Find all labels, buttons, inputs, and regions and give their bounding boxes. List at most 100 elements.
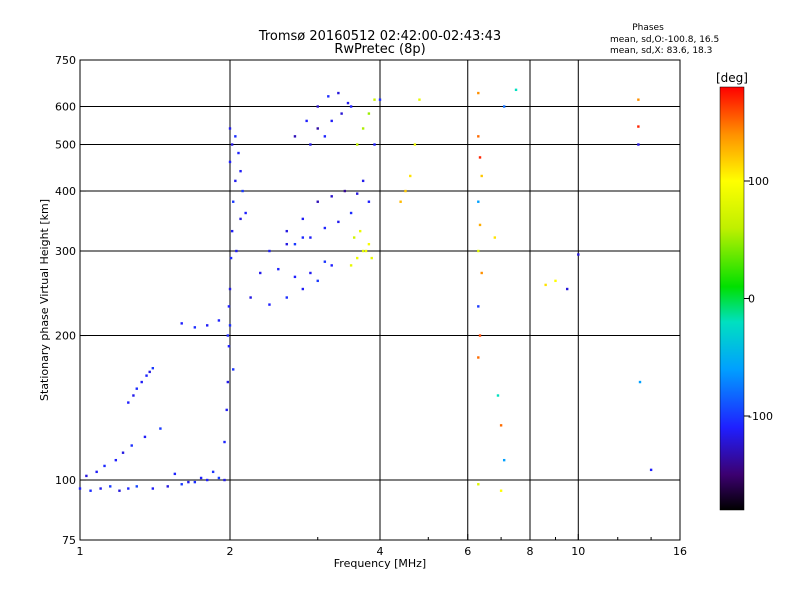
- echo-point: [367, 242, 371, 246]
- echo-point: [301, 287, 305, 291]
- echo-point: [309, 236, 312, 239]
- y-tick-label: 75: [62, 534, 76, 547]
- echo-point: [143, 435, 147, 439]
- echo-point: [237, 151, 240, 155]
- echo-point: [95, 470, 98, 474]
- echo-point: [227, 345, 231, 348]
- data-points: [78, 88, 653, 492]
- echo-point: [205, 478, 209, 482]
- echo-point: [268, 303, 271, 306]
- echo-point: [478, 223, 482, 227]
- y-axis: 75 100 200 300 400 500 600 750: [55, 54, 86, 547]
- x-tick-label: 1: [77, 545, 84, 558]
- echo-point: [234, 179, 237, 183]
- colorbar: [720, 87, 744, 510]
- echo-point: [230, 143, 234, 146]
- echo-point: [132, 394, 135, 397]
- echo-point: [135, 485, 138, 488]
- echo-point: [293, 275, 297, 279]
- echo-point: [223, 478, 226, 482]
- echo-point: [226, 334, 230, 337]
- echo-point: [413, 143, 417, 146]
- echo-point: [367, 200, 371, 203]
- echo-point: [151, 487, 155, 490]
- echo-point: [370, 256, 373, 260]
- echo-point: [159, 427, 162, 430]
- echo-point: [249, 296, 252, 299]
- x-tick-label: 8: [527, 545, 534, 558]
- echo-point: [346, 101, 350, 105]
- echo-point: [367, 112, 371, 115]
- echo-point: [637, 98, 640, 101]
- echo-point: [166, 485, 169, 488]
- echo-point: [187, 480, 190, 484]
- echo-point: [151, 366, 155, 370]
- echo-point: [638, 380, 642, 384]
- echo-point: [349, 105, 353, 108]
- echo-point: [285, 242, 288, 246]
- echo-point: [330, 119, 333, 123]
- echo-point: [217, 476, 221, 480]
- echo-point: [355, 143, 359, 146]
- echo-point: [355, 192, 359, 195]
- y-tick-label: 600: [55, 101, 76, 114]
- echo-point: [330, 264, 333, 267]
- echo-point: [514, 88, 518, 92]
- echo-point: [364, 249, 368, 253]
- echo-point: [637, 143, 640, 146]
- echo-point: [121, 451, 125, 454]
- echo-point: [373, 143, 376, 146]
- x-tick-label: 6: [464, 545, 471, 558]
- echo-point: [478, 156, 482, 159]
- colorbar-tick-label: 100: [748, 175, 769, 188]
- echo-point: [244, 211, 247, 215]
- x-tick-label: 4: [377, 545, 384, 558]
- echo-point: [85, 474, 88, 478]
- echo-point: [361, 179, 365, 183]
- echo-point: [180, 322, 183, 325]
- echo-point: [232, 200, 235, 203]
- echo-point: [349, 264, 353, 267]
- colorbar-ticks: 100 0 -100: [744, 175, 773, 423]
- echo-point: [554, 279, 557, 283]
- y-tick-label: 750: [55, 54, 76, 67]
- echo-point: [409, 174, 412, 178]
- echo-point: [268, 249, 271, 253]
- echo-point: [205, 324, 209, 327]
- echo-point: [502, 458, 506, 462]
- echo-point: [340, 112, 343, 115]
- echo-point: [211, 470, 215, 474]
- x-axis-label: Frequency [MHz]: [334, 557, 426, 570]
- echo-point: [226, 380, 230, 384]
- echo-point: [232, 368, 235, 371]
- echo-point: [130, 444, 133, 447]
- echo-point: [316, 105, 319, 108]
- echo-point: [649, 468, 653, 472]
- echo-point: [478, 334, 482, 337]
- y-tick-label: 200: [55, 330, 76, 343]
- x-tick-label: 16: [673, 545, 687, 558]
- echo-point: [301, 217, 305, 221]
- echo-point: [135, 387, 138, 390]
- echo-point: [496, 394, 500, 397]
- echo-point: [361, 127, 365, 130]
- echo-point: [114, 458, 118, 462]
- echo-point: [103, 464, 106, 468]
- y-tick-label: 300: [55, 245, 76, 258]
- echo-point: [323, 135, 327, 138]
- echo-point: [148, 370, 151, 374]
- echo-point: [316, 200, 319, 203]
- echo-point: [477, 200, 480, 203]
- echo-point: [305, 119, 308, 123]
- echo-point: [309, 271, 312, 275]
- grid-lines: [80, 60, 680, 540]
- echo-point: [89, 489, 92, 492]
- stats-line-o: mean, sd,O:-100.8, 16.5: [610, 35, 719, 45]
- echo-point: [127, 487, 130, 490]
- echo-point: [293, 135, 297, 138]
- echo-point: [285, 296, 288, 299]
- y-tick-label: 100: [55, 474, 76, 487]
- echo-point: [193, 326, 197, 329]
- echo-point: [228, 160, 232, 164]
- echo-point: [399, 200, 402, 203]
